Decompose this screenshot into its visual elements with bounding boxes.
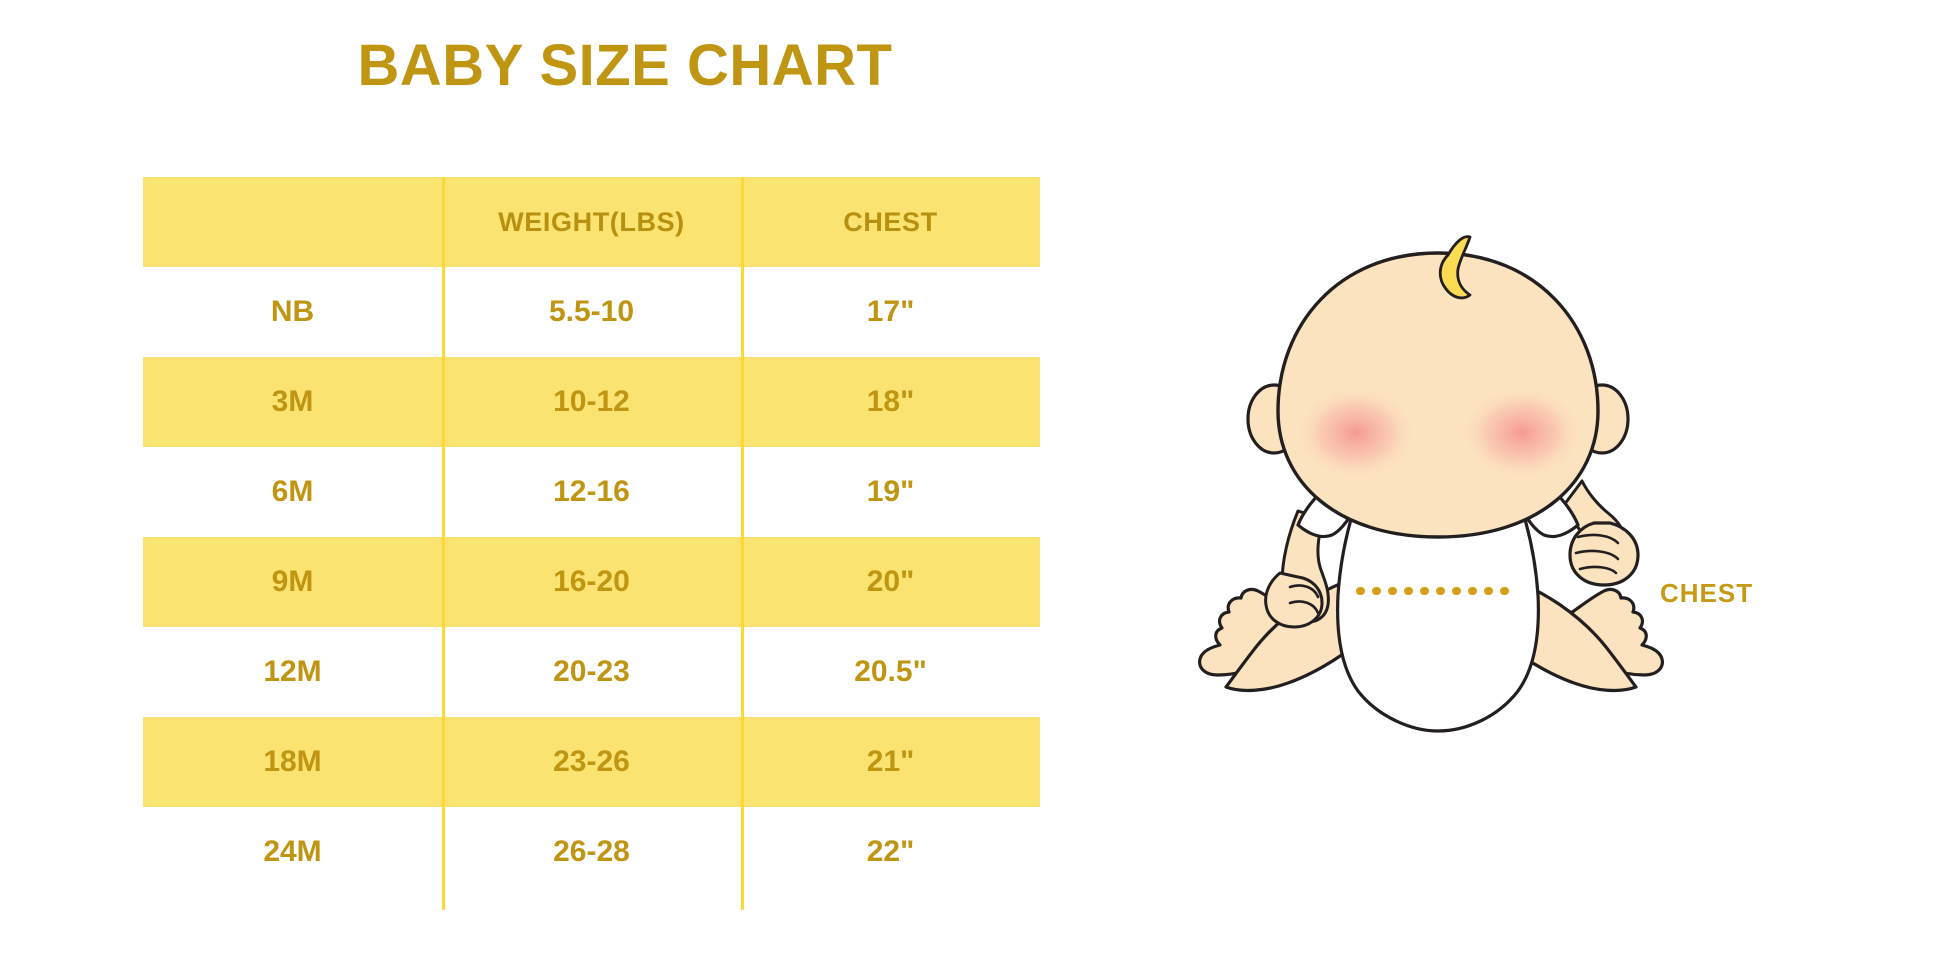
header-cell-chest: CHEST <box>843 206 938 237</box>
cell-size: 3M <box>271 385 314 418</box>
table-row: 6M 12-16 19" <box>143 447 1040 537</box>
baby-illustration <box>1170 235 1690 905</box>
cell-size: 12M <box>263 655 322 688</box>
cell-weight: 23-26 <box>553 745 630 778</box>
column-divider-1 <box>442 177 445 910</box>
cell-chest: 20.5" <box>854 655 927 688</box>
cell-weight: 16-20 <box>553 565 630 598</box>
cell-chest: 22" <box>866 835 915 868</box>
head <box>1246 235 1630 539</box>
hair-curl-icon <box>1438 235 1472 300</box>
right-cheek-blush <box>1460 385 1584 481</box>
column-divider-2 <box>741 177 744 910</box>
cell-size: 18M <box>263 745 322 778</box>
cell-size: NB <box>270 295 315 328</box>
cell-chest: 20" <box>866 565 915 598</box>
cell-chest: 21" <box>866 745 915 778</box>
table-row: 3M 10-12 18" <box>143 357 1040 447</box>
table-header-row: WEIGHT(LBS) CHEST <box>143 177 1040 267</box>
table-row: 9M 16-20 20" <box>143 537 1040 627</box>
cell-chest: 17" <box>866 295 915 328</box>
cell-chest: 19" <box>866 475 915 508</box>
table-row: 18M 23-26 21" <box>143 717 1040 807</box>
cell-size: 24M <box>263 835 322 868</box>
page-title: BABY SIZE CHART <box>357 33 893 98</box>
right-arm <box>1562 479 1640 587</box>
header-cell-weight: WEIGHT(LBS) <box>498 206 685 237</box>
table-row: 24M 26-28 22" <box>143 807 1040 897</box>
table-row: NB 5.5-10 17" <box>143 267 1040 357</box>
cell-size: 9M <box>271 565 314 598</box>
cell-weight: 10-12 <box>553 385 630 418</box>
right-fist <box>1568 521 1640 587</box>
cell-size: 6M <box>271 475 314 508</box>
cell-weight: 26-28 <box>553 835 630 868</box>
cell-chest: 18" <box>866 385 915 418</box>
size-chart-table: WEIGHT(LBS) CHEST NB 5.5-10 17" 3M 10-12… <box>143 177 1040 910</box>
left-arm <box>1264 509 1330 629</box>
cell-weight: 12-16 <box>553 475 630 508</box>
chest-measurement-label: CHEST <box>1660 578 1754 608</box>
left-cheek-blush <box>1294 385 1418 481</box>
cell-weight: 5.5-10 <box>548 295 635 328</box>
cell-weight: 20-23 <box>553 655 630 688</box>
header-cell-size <box>143 177 442 267</box>
table-row: 12M 20-23 20.5" <box>143 627 1040 717</box>
